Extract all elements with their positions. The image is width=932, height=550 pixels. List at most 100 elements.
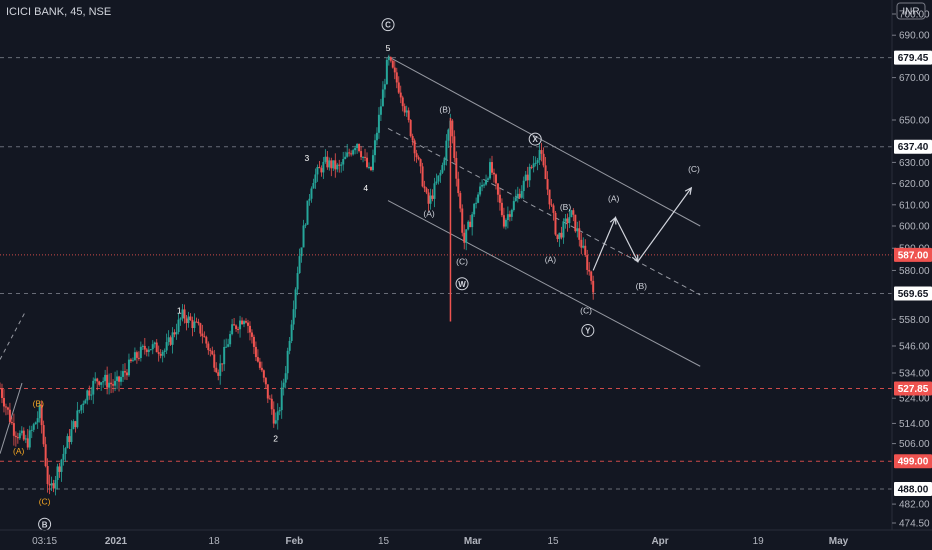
candle-body [566, 218, 569, 224]
symbol-name: ICICI BANK [6, 6, 65, 18]
wave-label-13: (C) [580, 305, 592, 315]
candle-body [506, 214, 509, 221]
candle-body [157, 352, 160, 354]
wave-label-circle [581, 323, 595, 337]
price-axis[interactable]: 474.50 482.00 506.00 514.00 524.00 534.00 546.… [891, 0, 930, 530]
wave-label-9: W [458, 280, 466, 289]
candle-body [556, 234, 559, 240]
time-tick-label: 15 [378, 536, 390, 547]
level-price-badge [894, 381, 932, 396]
price-tick-label: 546.00 [899, 342, 930, 353]
candle-body [560, 232, 563, 238]
candle-body [165, 342, 168, 351]
candle-body [258, 361, 261, 368]
candle-body [346, 152, 349, 157]
candle-body [82, 403, 85, 405]
candle-body [92, 380, 95, 395]
candle-body [469, 221, 472, 228]
candle-body [366, 157, 369, 168]
candle-body [463, 232, 466, 243]
candle-body [8, 409, 11, 423]
level-price-text-6: 488.00 [898, 484, 929, 495]
candle-body [278, 410, 281, 412]
candle-body [110, 382, 113, 385]
candle-body [334, 160, 337, 170]
wave-label-15: (A) [608, 193, 620, 203]
candle-body [350, 153, 353, 155]
candle-body [102, 381, 105, 383]
candle-body [145, 349, 148, 352]
candle-body [52, 483, 55, 489]
candle-body [88, 390, 91, 396]
candle-body [391, 60, 394, 68]
candle-body [237, 329, 240, 331]
candle-body [526, 174, 529, 181]
candle-body [284, 373, 287, 383]
candle-body [328, 160, 331, 168]
candle-body [399, 92, 402, 98]
candle-body [544, 165, 547, 180]
wave-label-10: X [533, 135, 539, 144]
candle-body [405, 110, 408, 113]
candle-body [494, 174, 497, 184]
candle-body [243, 321, 246, 325]
candle-body [225, 346, 228, 348]
level-price-text-3: 569.65 [898, 289, 929, 300]
candle-body [131, 360, 134, 362]
candle-body [358, 143, 361, 152]
candle-body [524, 174, 527, 181]
candle-body [254, 346, 257, 358]
candle-body [379, 106, 382, 115]
candle-body [122, 371, 125, 377]
candle-body [534, 162, 537, 164]
candle-body [385, 59, 388, 85]
interval: 45 [70, 6, 82, 18]
candle-body [479, 186, 482, 195]
candle-body [127, 359, 130, 376]
candle-body [94, 378, 97, 381]
candle-body [290, 324, 293, 341]
currency-badge[interactable]: INR [896, 2, 926, 20]
candle-body [181, 309, 184, 319]
candle-body [447, 129, 450, 141]
candle-body [141, 345, 144, 347]
candle-body [570, 210, 573, 218]
candle-body [149, 349, 152, 351]
candle-body [356, 143, 359, 149]
candle-body [159, 353, 162, 356]
candle-body [120, 376, 123, 382]
candle-body [336, 164, 339, 170]
candle-body [219, 363, 222, 376]
candle-body [72, 421, 75, 430]
level-price-badge [894, 50, 932, 65]
candle-body [90, 394, 93, 396]
candle-body [183, 309, 186, 319]
candle-body [12, 423, 15, 436]
candle-body [308, 198, 311, 201]
candle-body [229, 334, 232, 345]
candle-body [62, 453, 65, 460]
candle-body [381, 89, 384, 107]
candle-body [50, 483, 53, 486]
candle-body [393, 67, 396, 73]
candle-body [34, 422, 37, 425]
candle-body [221, 363, 224, 365]
candle-body [500, 202, 503, 216]
candle-body [0, 388, 3, 398]
candle-body [360, 151, 363, 158]
level-price-badge [894, 286, 932, 301]
price-tick-label: 620.00 [899, 179, 930, 190]
candle-body [207, 343, 210, 351]
candle-body [135, 352, 138, 358]
price-tick-label: 580.00 [899, 266, 930, 277]
time-tick-label: May [829, 536, 849, 547]
candle-body [262, 370, 265, 378]
time-axis[interactable]: 03:15 2021 18 Feb 15 Mar 15 Apr 19 May [0, 529, 932, 547]
candle-body [38, 405, 41, 419]
candle-body [320, 168, 323, 173]
price-tick-label: 610.00 [899, 200, 930, 211]
wave-label-0: C [385, 21, 391, 30]
candle-body [227, 344, 230, 347]
